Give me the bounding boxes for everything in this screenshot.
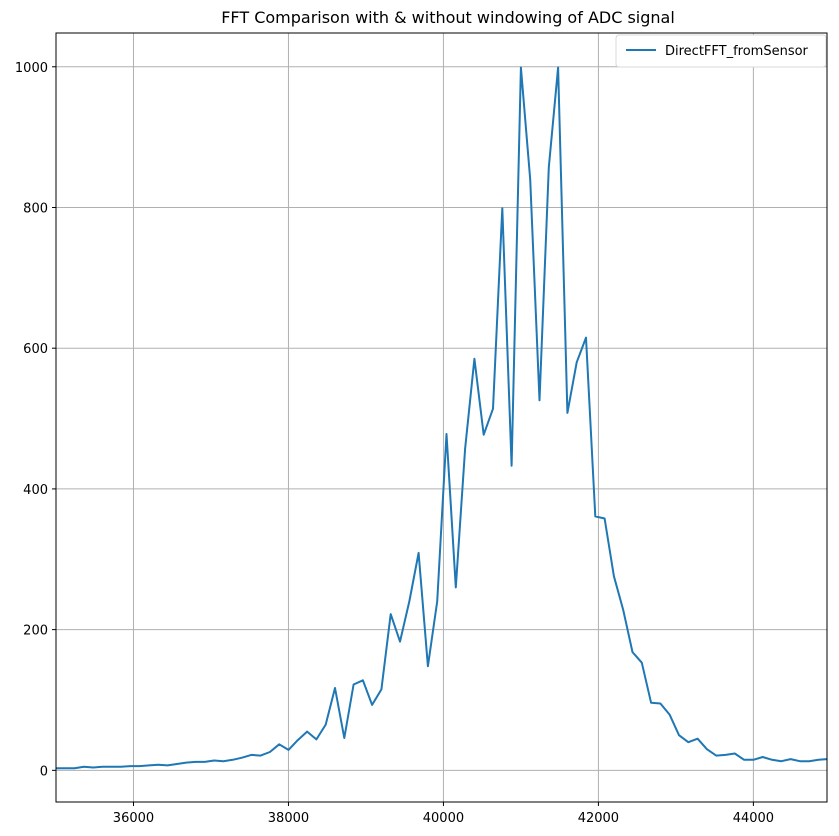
y-tick-label: 0 <box>40 764 48 779</box>
x-tick-label: 36000 <box>113 811 154 826</box>
legend: DirectFFT_fromSensor <box>615 34 827 68</box>
y-tick-label: 200 <box>23 624 48 639</box>
legend-label: DirectFFT_fromSensor <box>665 44 809 59</box>
y-tick-label: 600 <box>23 342 48 357</box>
y-tick-label: 800 <box>23 201 48 216</box>
x-tick-label: 38000 <box>268 811 309 826</box>
series-layer <box>56 66 828 770</box>
grid-lines <box>56 33 827 802</box>
series-line-0 <box>56 66 828 770</box>
plot-frame <box>55 32 828 803</box>
x-tick-label: 44000 <box>733 811 774 826</box>
axes: 36000 38000 40000 42000 44000 0 200 400 600 800 10… <box>15 32 828 826</box>
x-tick-label: 40000 <box>423 811 464 826</box>
y-tick-label: 1000 <box>15 61 48 76</box>
legend-box <box>615 34 827 68</box>
y-tick-label: 400 <box>23 483 48 498</box>
chart-title: FFT Comparison with & without windowing … <box>221 8 675 27</box>
x-tick-label: 42000 <box>578 811 619 826</box>
